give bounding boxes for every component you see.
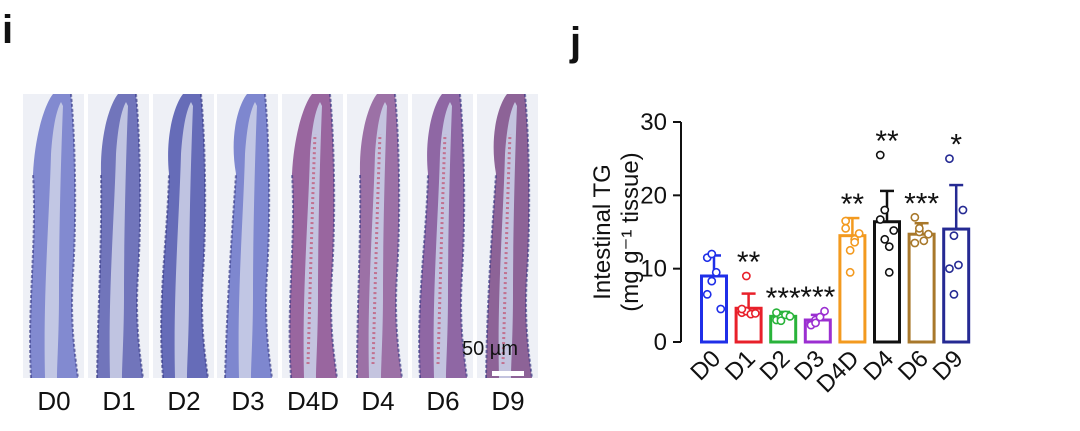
data-point (884, 242, 894, 252)
panel-letter-j: j (570, 20, 582, 64)
strip-label-d6: D6 (426, 386, 460, 416)
y-tick-label: 0 (654, 329, 667, 356)
data-point (923, 229, 933, 239)
y-tick-label: 10 (640, 256, 667, 283)
data-point (919, 236, 929, 246)
tissue-image-d3 (217, 94, 278, 378)
y-label-line1: Intestinal TG (589, 164, 616, 300)
significance-d1: ** (737, 246, 761, 279)
significance-d9: * (950, 129, 962, 162)
tissue-image-d6 (412, 94, 473, 378)
data-point (949, 231, 959, 241)
data-point (776, 316, 786, 326)
tissue-image-d0 (23, 94, 84, 378)
data-point (716, 304, 726, 314)
data-point (910, 238, 920, 248)
data-point (914, 223, 924, 233)
significance-d4d: ** (841, 188, 865, 221)
strip-label-d4d: D4D (286, 386, 339, 416)
data-point (815, 312, 825, 322)
data-point (772, 308, 781, 318)
bar-d9 (942, 227, 971, 344)
data-point (949, 289, 959, 299)
significance-d3: *** (800, 281, 835, 314)
tissue-image-d4d (282, 94, 343, 378)
data-point (954, 260, 963, 270)
strip-label-d9: D9 (491, 386, 525, 416)
y-tick-label: 30 (640, 109, 667, 136)
y-tick-label: 20 (640, 182, 667, 209)
data-point (750, 308, 760, 318)
data-point (820, 306, 829, 316)
data-point (707, 249, 717, 259)
bar-d6 (907, 232, 936, 344)
data-point (785, 311, 795, 321)
data-point (875, 150, 885, 160)
data-point (845, 267, 855, 277)
y-label-line2: (mg g⁻¹ tissue) (617, 152, 644, 311)
data-point (884, 267, 894, 277)
significance-d2: *** (766, 282, 801, 315)
data-point (707, 276, 717, 286)
y-axis-label: Intestinal TG (mg g⁻¹ tissue) (589, 152, 644, 311)
data-point (945, 264, 954, 274)
data-point (889, 226, 899, 235)
strip-label-d0: D0 (37, 386, 71, 416)
panel-letter-i: i (2, 8, 14, 52)
x-tick-label-d4d: D4D (812, 345, 865, 398)
tissue-image-d4 (347, 94, 408, 378)
scale-bar-label: 50 µm (462, 338, 518, 360)
data-point (875, 215, 885, 224)
data-point (845, 245, 855, 255)
data-point (854, 229, 864, 238)
tissue-image-d9 (477, 94, 538, 378)
strip-label-d1: D1 (102, 386, 136, 416)
data-point (880, 205, 890, 215)
tissue-image-d1 (88, 94, 149, 378)
y-axis: 0 10 20 30 (640, 109, 682, 356)
scale-bar (492, 371, 524, 376)
bar-series: ***** *********** (700, 125, 971, 344)
data-point (811, 318, 820, 328)
data-point (945, 154, 954, 164)
strip-label-d3: D3 (231, 386, 265, 416)
significance-d4: ** (875, 125, 899, 158)
data-point (702, 289, 712, 299)
data-point (910, 212, 920, 222)
strip-label-d4: D4 (361, 386, 395, 416)
data-point (711, 267, 721, 277)
tissue-image-d2 (153, 94, 214, 378)
data-point (741, 271, 751, 281)
data-point (737, 304, 747, 314)
data-point (850, 237, 860, 247)
data-point (958, 205, 968, 215)
significance-d6: *** (904, 187, 939, 220)
x-tick-label-d9: D9 (928, 345, 969, 386)
strip-label-d2: D2 (167, 386, 201, 416)
data-point (880, 234, 890, 244)
data-point (841, 223, 851, 233)
